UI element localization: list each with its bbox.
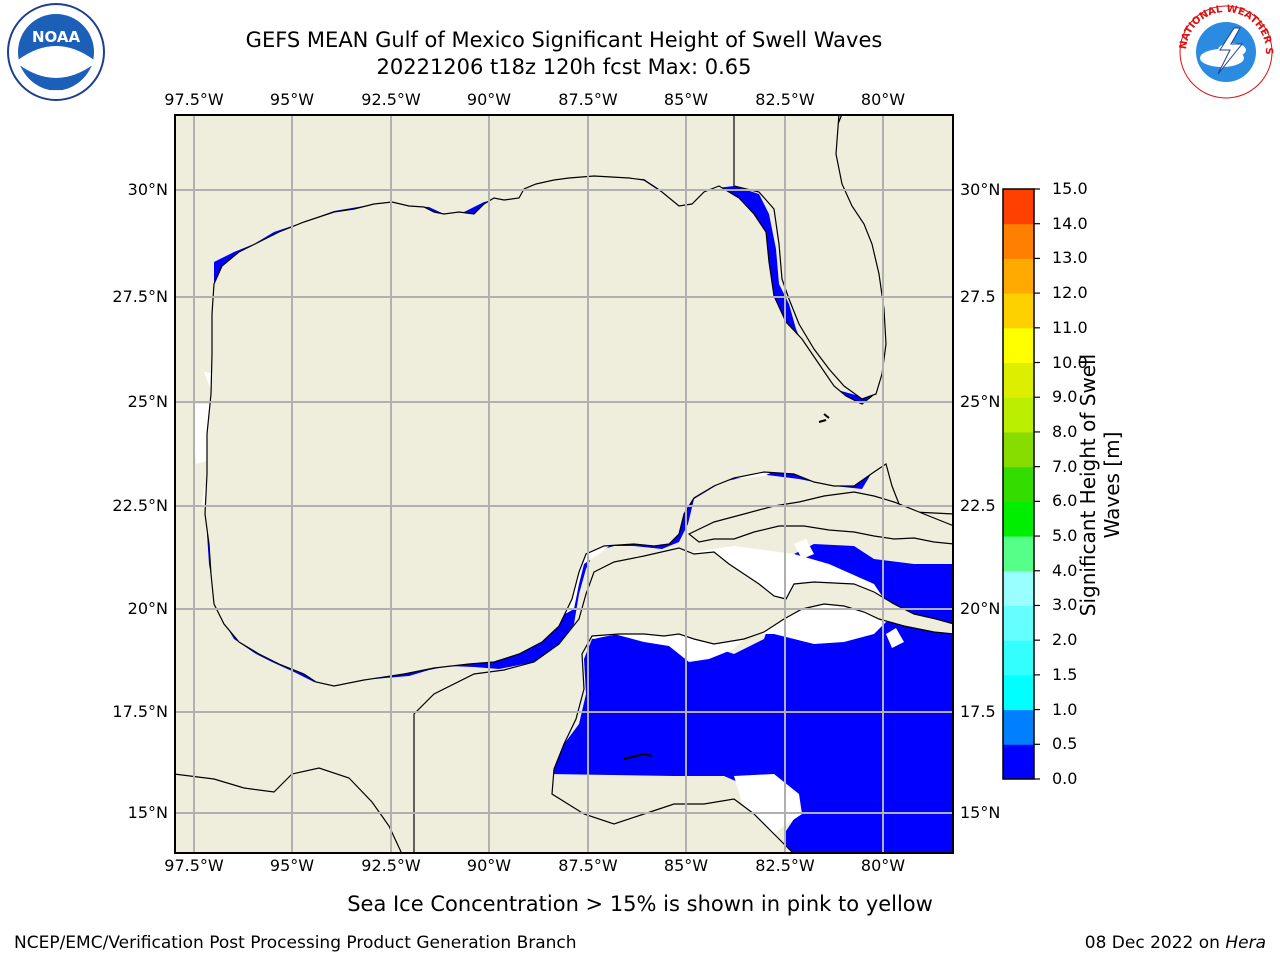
colorbar-tick-label: 0.5: [1052, 734, 1078, 754]
lon-label-bottom-82-5: 82.5°W: [755, 856, 815, 875]
no-data-dot-9: [886, 628, 904, 648]
colorbar-cell: [1003, 258, 1034, 294]
lat-label-left-25: 25°N: [127, 392, 168, 411]
colorbar-tick-label: 13.0: [1052, 248, 1088, 268]
colorbar-cell: [1003, 327, 1034, 364]
lat-label-right-30: 30°N: [960, 180, 1001, 199]
colorbar-cell: [1003, 223, 1034, 259]
map-frame: [174, 114, 954, 854]
map-subtitle: 20221206 t18z 120h fcst Max: 0.65: [376, 55, 752, 79]
colorbar-cell: [1003, 466, 1034, 502]
colorbar-title-line2: Waves [m]: [1100, 431, 1124, 539]
colorbar-tick-label: 10.0: [1052, 352, 1088, 372]
sea-ice-note: Sea Ice Concentration > 15% is shown in …: [347, 892, 933, 916]
map-graticule: [174, 114, 954, 854]
lon-label-bottom-95: 95°W: [269, 856, 315, 875]
colorbar-tick-label: 4.0: [1052, 560, 1078, 580]
noaa-logo-text: NOAA: [32, 28, 81, 46]
colorbar-cell: [1003, 744, 1034, 780]
colorbar-tick-label: 14.0: [1052, 213, 1088, 233]
lon-label-top-85: 85°W: [663, 90, 709, 109]
colorbar-cell: [1003, 570, 1034, 606]
colorbar-cell: [1003, 501, 1034, 537]
colorbar-tick-label: 3.0: [1052, 595, 1078, 615]
lat-label-right-27-5: 27.5: [960, 287, 996, 306]
land-islands: [623, 413, 830, 760]
colorbar-cell: [1003, 397, 1034, 433]
nws-logo: NATIONAL WEATHER SERVICE: [1172, 0, 1276, 102]
lat-label-right-15: 15°N: [960, 803, 1001, 822]
lon-label-bottom-80: 80°W: [860, 856, 906, 875]
map-panel: [174, 114, 954, 854]
colorbar-cell: [1003, 709, 1034, 745]
lon-label-top-97-5: 97.5°W: [164, 90, 224, 109]
footer-date: 08 Dec 2022 on Hera: [1085, 933, 1266, 953]
colorbar-cell: [1003, 640, 1034, 676]
colorbar-title-line1: Significant Height of Swell: [1076, 353, 1100, 617]
colorbar-tick-label: 12.0: [1052, 283, 1088, 303]
colorbar-cell: [1003, 293, 1034, 329]
land-florida: [733, 114, 887, 400]
noaa-logo: NOAA: [6, 2, 106, 102]
footer-date-text: 08 Dec 2022 on: [1084, 933, 1226, 953]
colorbar-cell: [1003, 431, 1034, 468]
colorbar-tick-label: 15.0: [1052, 179, 1088, 198]
lon-label-top-80: 80°W: [860, 90, 906, 109]
colorbar-cell: [1003, 189, 1034, 225]
lat-label-right-25: 25°N: [960, 392, 1001, 411]
lon-label-top-87-5: 87.5°W: [558, 90, 618, 109]
colorbar-cell: [1003, 536, 1034, 572]
colorbar: [1002, 188, 1040, 780]
lat-label-left-22-5: 22.5°N: [112, 496, 168, 515]
colorbar-tick-label: 6.0: [1052, 491, 1078, 511]
lon-label-top-82-5: 82.5°W: [755, 90, 815, 109]
lon-label-top-92-5: 92.5°W: [361, 90, 421, 109]
colorbar-tick-label: 11.0: [1052, 317, 1088, 337]
lon-label-top-90: 90°W: [466, 90, 512, 109]
lon-label-bottom-87-5: 87.5°W: [558, 856, 618, 875]
footer-host: Hera: [1225, 933, 1266, 953]
lat-label-left-15: 15°N: [127, 803, 168, 822]
lon-label-bottom-97-5: 97.5°W: [164, 856, 224, 875]
lat-label-left-27-5: 27.5°N: [112, 287, 168, 306]
colorbar-tick-label: 7.0: [1052, 456, 1078, 476]
colorbar-tick-label: 8.0: [1052, 421, 1078, 441]
colorbar-cell: [1003, 674, 1034, 711]
lon-label-top-95: 95°W: [269, 90, 315, 109]
colorbar-tick-label: 2.0: [1052, 630, 1078, 650]
colorbar-tick-label: 1.0: [1052, 699, 1078, 719]
colorbar-cell: [1003, 605, 1034, 641]
lat-label-right-22-5: 22.5: [960, 496, 996, 515]
colorbar-cell: [1003, 362, 1034, 398]
no-data-dot-10: [794, 539, 814, 559]
lat-label-right-20: 20°N: [960, 599, 1001, 618]
lat-label-left-17-5: 17.5°N: [112, 702, 168, 721]
colorbar-tick-label: 1.5: [1052, 664, 1078, 684]
colorbar-tick-label: 9.0: [1052, 387, 1078, 407]
lon-label-bottom-90: 90°W: [466, 856, 512, 875]
lon-label-bottom-92-5: 92.5°W: [361, 856, 421, 875]
lat-label-left-30: 30°N: [127, 180, 168, 199]
footer-branch: NCEP/EMC/Verification Post Processing Pr…: [14, 933, 577, 953]
colorbar-tick-label: 5.0: [1052, 526, 1078, 546]
map-title: GEFS MEAN Gulf of Mexico Significant Hei…: [245, 28, 883, 52]
lat-label-right-17-5: 17.5: [960, 702, 996, 721]
land-us-gulf-coast: [174, 114, 954, 687]
colorbar-tick-label: 0.0: [1052, 769, 1078, 788]
lon-label-bottom-85: 85°W: [663, 856, 709, 875]
lat-label-left-20: 20°N: [127, 599, 168, 618]
